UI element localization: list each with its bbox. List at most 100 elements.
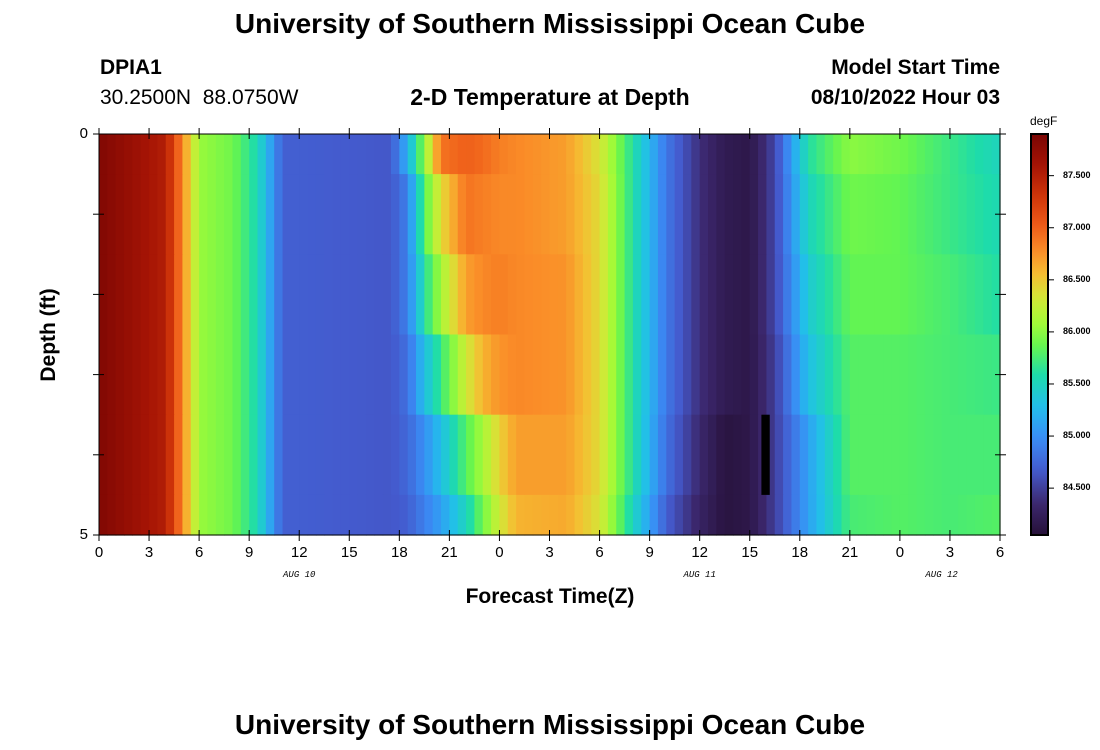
heatmap-cell (624, 334, 634, 416)
heatmap-cell (424, 254, 434, 336)
heatmap-cell (549, 134, 559, 175)
heatmap-cell (199, 254, 209, 336)
heatmap-cell (791, 494, 801, 536)
heatmap-cell (724, 254, 734, 336)
y-axis-title: Depth (ft) (37, 288, 60, 382)
heatmap-cell (708, 414, 717, 496)
heatmap-cell (491, 494, 501, 536)
heatmap-cell (682, 174, 692, 255)
heatmap-cell (174, 414, 184, 496)
heatmap-cell (107, 334, 117, 416)
heatmap-cell (491, 134, 501, 175)
heatmap-cell (482, 334, 492, 416)
model-start-value: 08/10/2022 Hour 03 (810, 86, 1000, 109)
heatmap-cell (99, 134, 108, 175)
heatmap-cell (516, 254, 526, 336)
heatmap-cell (816, 494, 826, 536)
heatmap-cell (282, 174, 292, 255)
heatmap-cell (399, 414, 409, 496)
heatmap-cell (941, 414, 951, 496)
heatmap-cell (466, 134, 476, 175)
heatmap-cell (841, 494, 851, 536)
heatmap-cell (132, 494, 142, 536)
heatmap-cell (966, 494, 976, 536)
heatmap-cell (816, 334, 826, 416)
heatmap-cell (916, 254, 926, 336)
heatmap-cell (140, 134, 150, 175)
colorbar-tick-label: 86.500 (1063, 273, 1091, 284)
colorbar-tick-label: 84.500 (1063, 482, 1091, 493)
heatmap-cell (749, 254, 759, 336)
heatmap-cell (691, 254, 701, 336)
heatmap-cell (199, 134, 209, 175)
day-label: AUG 12 (925, 570, 958, 580)
heatmap-cell (858, 134, 868, 175)
heatmap-cell (557, 494, 567, 536)
heatmap-cell (574, 334, 584, 416)
heatmap-cell (282, 134, 292, 175)
x-tick-label: 9 (244, 544, 254, 561)
heatmap-cell (466, 494, 476, 536)
heatmap-cell (474, 254, 484, 336)
heatmap-cell (140, 254, 150, 336)
heatmap-cell (207, 334, 217, 416)
heatmap-cell (949, 174, 959, 255)
heatmap-cell (974, 254, 984, 336)
heatmap-cell (215, 174, 225, 255)
heatmap-cell (474, 334, 484, 416)
heatmap-cell (149, 494, 158, 536)
heatmap-cell (407, 134, 417, 175)
heatmap-cell (699, 334, 709, 416)
heatmap-cell (916, 334, 926, 416)
heatmap-cell (582, 254, 592, 336)
heatmap-cell (115, 414, 125, 496)
heatmap-cell (691, 414, 701, 496)
heatmap-cell (566, 254, 576, 336)
heatmap-cell (224, 134, 234, 175)
x-axis-ticks (98, 128, 1001, 541)
heatmap-cell (516, 494, 526, 536)
heatmap-cell (874, 334, 884, 416)
heatmap-cell (165, 134, 175, 175)
heatmap-cell (582, 494, 592, 536)
heatmap-cell (849, 174, 859, 255)
heatmap-cell (557, 414, 567, 496)
heatmap-cell (582, 174, 592, 255)
heatmap-cell (315, 174, 325, 255)
heatmap-cell (240, 174, 250, 255)
heatmap-cell (574, 414, 584, 496)
heatmap-cell (432, 134, 442, 175)
heatmap-cell (324, 334, 334, 416)
heatmap-cell (365, 174, 375, 255)
heatmap-cell (908, 494, 918, 536)
heatmap-cell (365, 494, 375, 536)
heatmap-cell (299, 414, 309, 496)
heatmap-cell (958, 334, 968, 416)
heatmap-cell (966, 134, 976, 175)
heatmap-cell (933, 254, 943, 336)
heatmap-cell (808, 174, 818, 255)
heatmap-cell (916, 134, 926, 175)
heatmap-cell (382, 414, 392, 496)
heatmap-cell (516, 334, 526, 416)
heatmap-cell (849, 334, 859, 416)
heatmap-cell (958, 254, 968, 336)
heatmap-cell (574, 134, 584, 175)
heatmap-cell (290, 254, 300, 336)
heatmap-cell (149, 414, 158, 496)
heatmap-cell (624, 174, 634, 255)
heatmap-cell (340, 494, 350, 536)
heatmap-cell (783, 134, 793, 175)
heatmap-cell (357, 334, 367, 416)
heatmap-cell (649, 174, 659, 255)
heatmap-cell (716, 414, 726, 496)
heatmap-cell (949, 334, 959, 416)
heatmap-cell (149, 134, 158, 175)
heatmap-cell (349, 494, 359, 536)
heatmap-cell (733, 254, 742, 336)
heatmap-cell (824, 414, 834, 496)
heatmap-cell (566, 334, 576, 416)
heatmap-cell (182, 334, 192, 416)
heatmap-cell (666, 414, 676, 496)
heatmap-cell (165, 254, 175, 336)
